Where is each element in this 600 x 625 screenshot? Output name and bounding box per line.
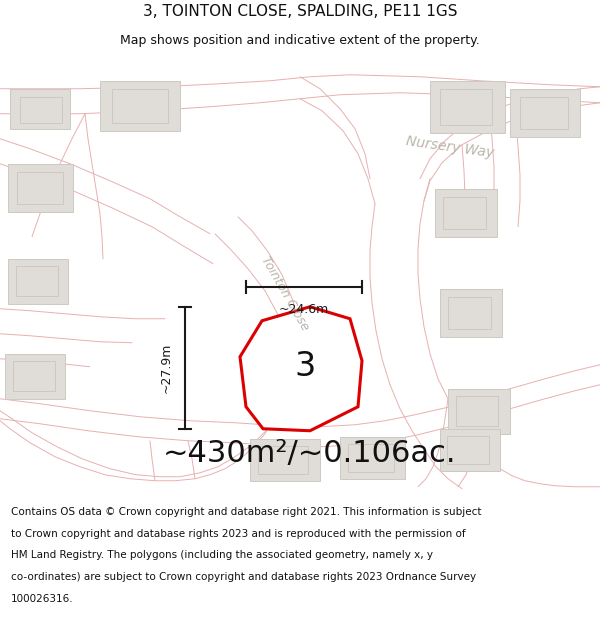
Polygon shape — [8, 164, 73, 212]
Text: ~430m²/~0.106ac.: ~430m²/~0.106ac. — [163, 439, 457, 468]
Polygon shape — [510, 89, 580, 137]
Polygon shape — [348, 444, 394, 472]
Text: Map shows position and indicative extent of the property.: Map shows position and indicative extent… — [120, 34, 480, 47]
Polygon shape — [430, 81, 505, 132]
Polygon shape — [20, 97, 62, 122]
Polygon shape — [240, 307, 362, 431]
Text: ~27.9m: ~27.9m — [160, 342, 173, 393]
Polygon shape — [260, 315, 345, 404]
Polygon shape — [440, 289, 502, 337]
Text: 100026316.: 100026316. — [11, 594, 73, 604]
Polygon shape — [435, 189, 497, 237]
Text: Tointon Close: Tointon Close — [259, 254, 311, 333]
Polygon shape — [520, 97, 568, 129]
Polygon shape — [100, 81, 180, 131]
Polygon shape — [448, 389, 510, 434]
Polygon shape — [448, 297, 491, 329]
Polygon shape — [5, 354, 65, 399]
Polygon shape — [16, 266, 58, 296]
Polygon shape — [456, 396, 498, 426]
Polygon shape — [440, 429, 500, 471]
Text: 3: 3 — [295, 350, 316, 383]
Polygon shape — [340, 437, 405, 479]
Polygon shape — [17, 172, 63, 204]
Text: to Crown copyright and database rights 2023 and is reproduced with the permissio: to Crown copyright and database rights 2… — [11, 529, 466, 539]
Polygon shape — [440, 89, 492, 125]
Text: ~24.6m: ~24.6m — [279, 302, 329, 316]
Polygon shape — [443, 197, 486, 229]
Polygon shape — [250, 439, 320, 481]
Polygon shape — [112, 89, 168, 122]
Polygon shape — [8, 259, 68, 304]
Text: 3, TOINTON CLOSE, SPALDING, PE11 1GS: 3, TOINTON CLOSE, SPALDING, PE11 1GS — [143, 4, 457, 19]
Polygon shape — [447, 436, 489, 464]
Polygon shape — [13, 361, 55, 391]
Text: co-ordinates) are subject to Crown copyright and database rights 2023 Ordnance S: co-ordinates) are subject to Crown copyr… — [11, 572, 476, 582]
Text: Contains OS data © Crown copyright and database right 2021. This information is : Contains OS data © Crown copyright and d… — [11, 507, 481, 517]
Text: Nursery Way: Nursery Way — [405, 134, 495, 160]
Polygon shape — [10, 89, 70, 129]
Text: HM Land Registry. The polygons (including the associated geometry, namely x, y: HM Land Registry. The polygons (includin… — [11, 550, 433, 560]
Polygon shape — [258, 446, 308, 474]
